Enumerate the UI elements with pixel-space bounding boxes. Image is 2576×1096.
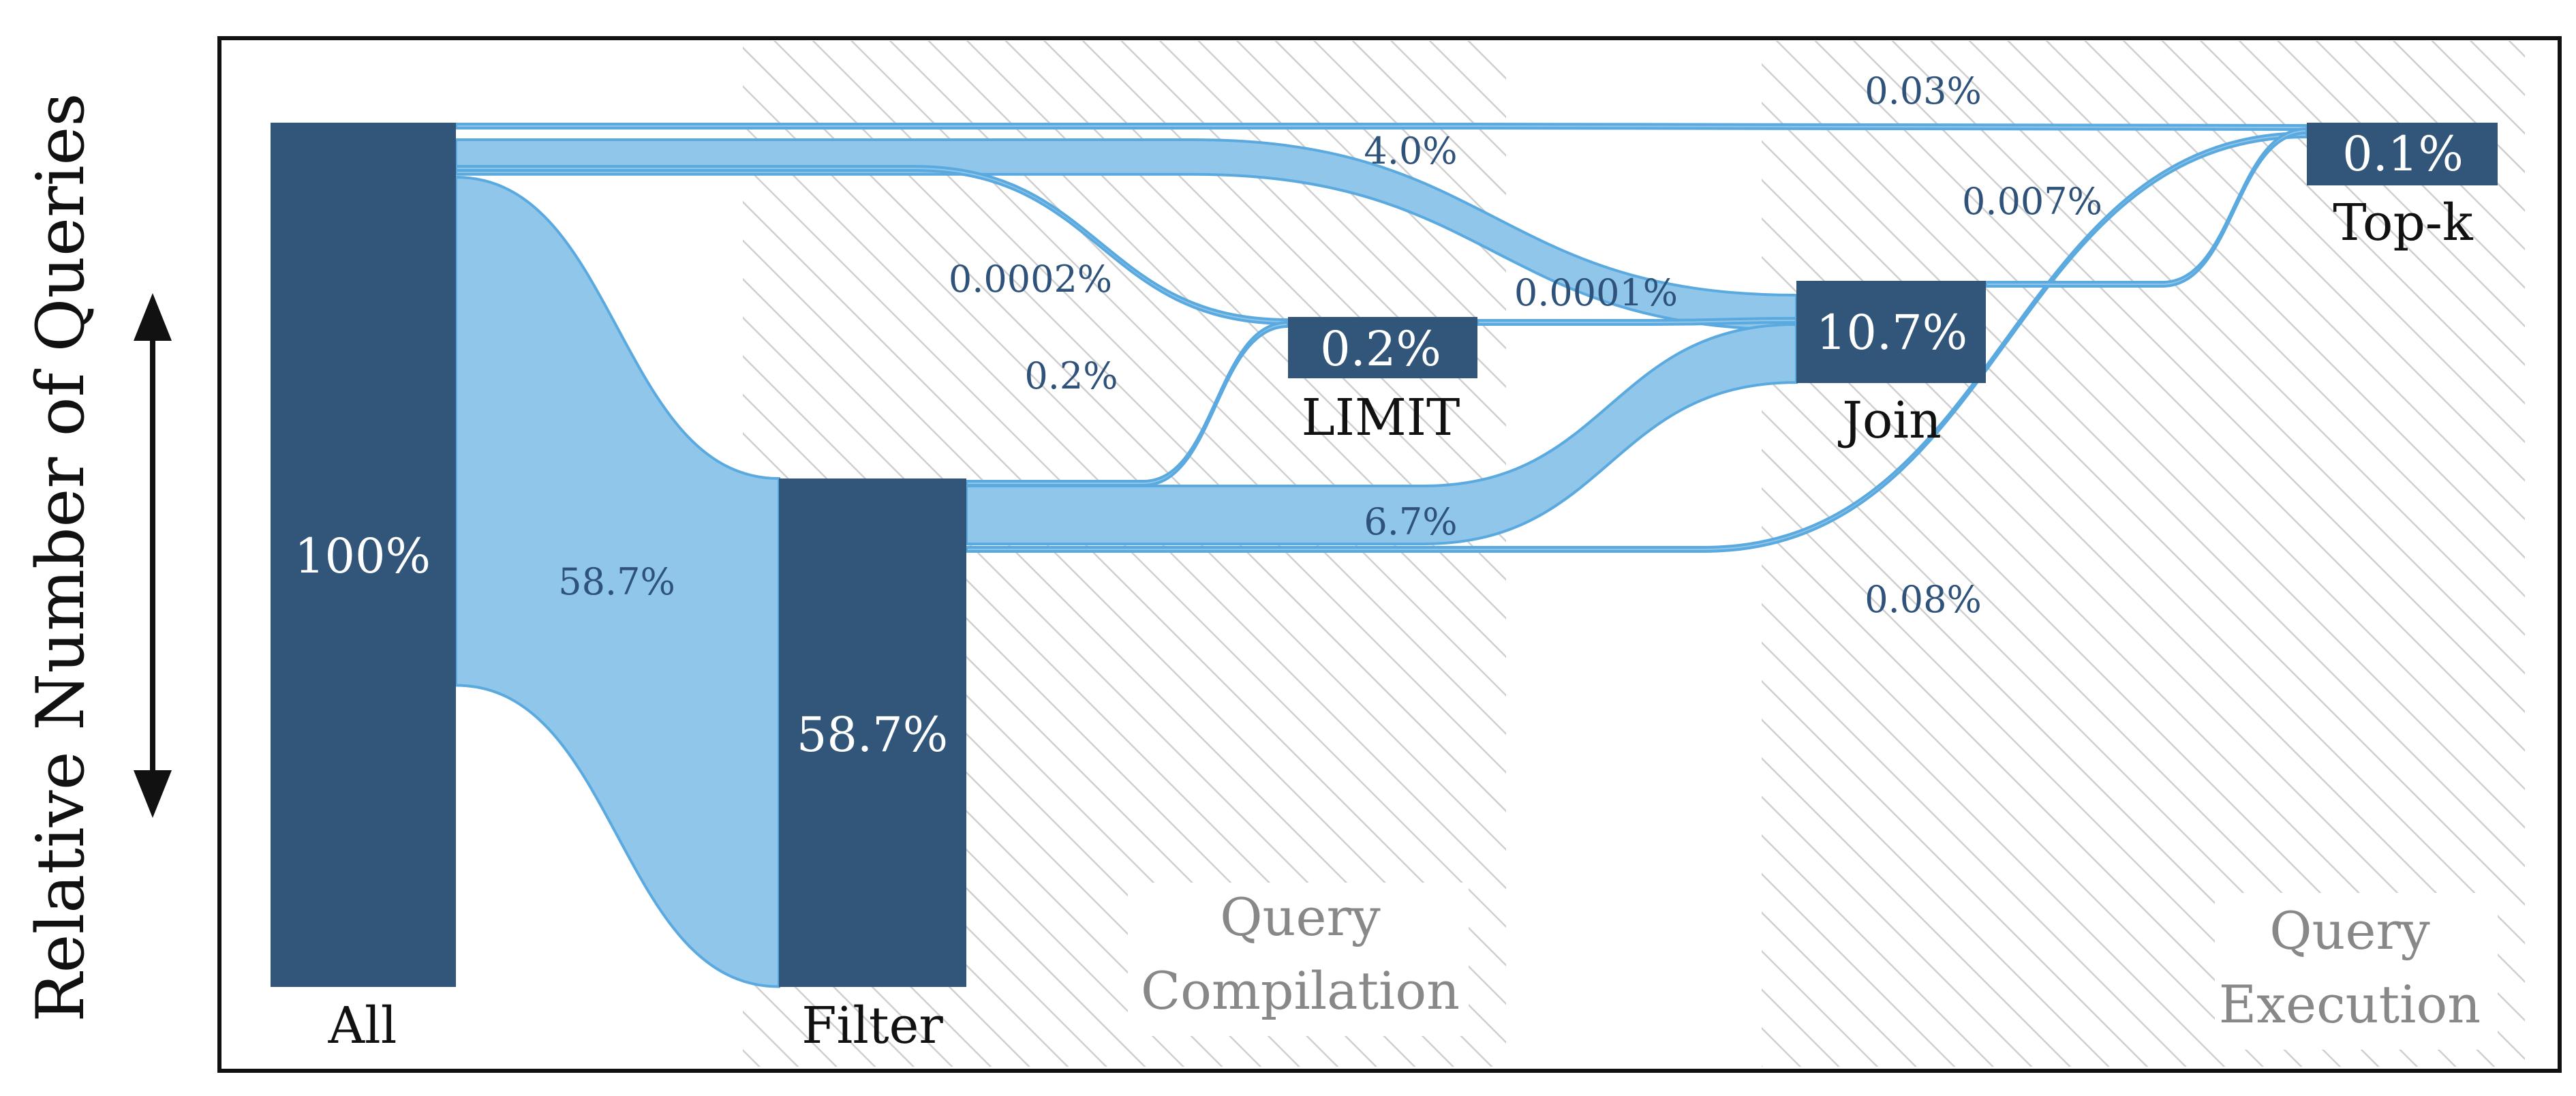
double-arrow-icon [134,293,172,818]
link-label-all-limit: 0.0002% [949,258,1112,301]
link-label-filter-limit: 0.2% [1024,354,1118,397]
node-join [1796,281,1986,383]
link-label-filter-join: 6.7% [1364,500,1457,543]
link-label-filter-topk: 0.08% [1865,578,1982,621]
node-value-filter: 58.7% [797,707,948,763]
label-layer: 58.7% 4.0% 0.03% 0.0002% 0.2% 6.7% 0.08%… [22,70,2481,1055]
node-layer [271,123,2498,987]
link-label-limit-join: 0.0001% [1514,271,1678,314]
flow-limit-join [1476,316,1798,326]
region-layer [743,41,2525,1067]
link-label-all-topk: 0.03% [1865,70,1982,112]
node-value-topk: 0.1% [2342,126,2464,182]
node-all [271,123,456,987]
node-limit [1288,317,1477,378]
region-execution-label-line1: Query [2269,900,2430,961]
axis-title: Relative Number of Queries [22,93,99,1022]
node-value-all: 100% [294,528,431,584]
node-name-topk: Top-k [2333,194,2474,252]
region-compilation-label-line2: Compilation [1141,960,1460,1021]
link-label-join-topk: 0.007% [1962,180,2102,223]
node-name-all: All [328,996,397,1055]
node-value-join: 10.7% [1816,305,1967,361]
node-filter [779,478,966,987]
chart-frame [217,36,2562,1073]
node-name-join: Join [1837,391,1942,450]
flow-all-topk [455,123,2308,132]
region-execution-label-line2: Execution [2219,974,2481,1035]
region-compilation-label-bg [1128,883,1469,1036]
node-topk [2307,123,2498,185]
region-compilation-label-line1: Query [1220,887,1381,947]
link-label-all-filter: 58.7% [558,560,675,603]
link-label-all-join: 4.0% [1364,130,1457,172]
node-value-limit: 0.2% [1320,321,1441,377]
node-name-filter: Filter [801,996,943,1055]
node-name-limit: LIMIT [1302,389,1460,447]
region-execution-label-bg [2215,893,2498,1050]
